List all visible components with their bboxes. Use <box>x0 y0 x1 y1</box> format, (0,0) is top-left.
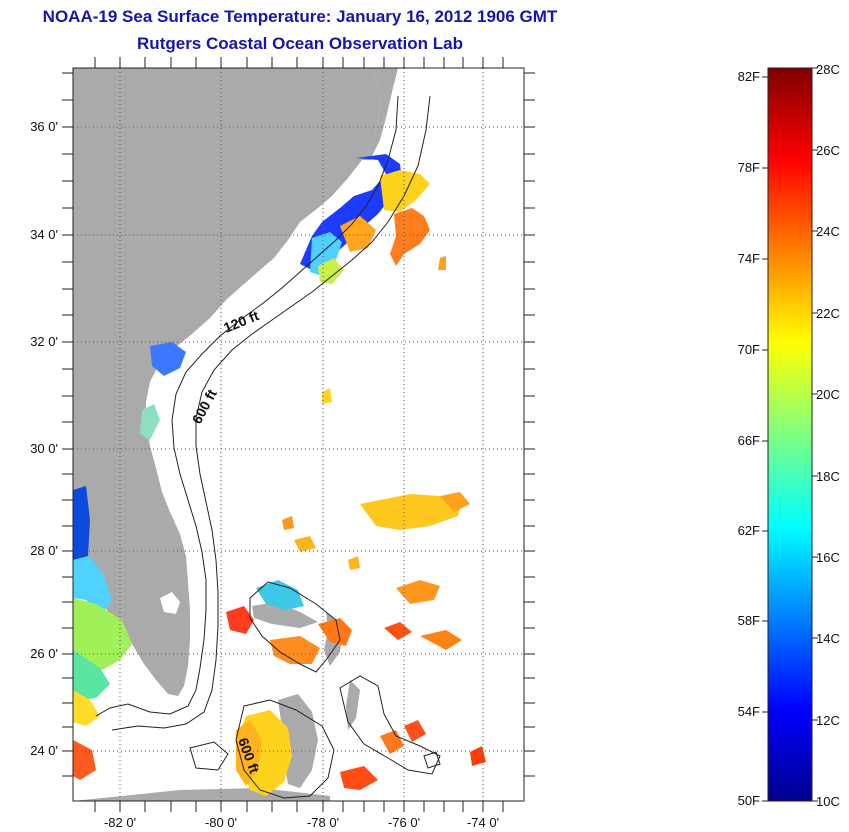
map-subtitle: Rutgers Coastal Ocean Observation Lab <box>137 34 463 53</box>
colorbar-f-label: 78F <box>738 160 760 175</box>
colorbar: 82F 78F 74F 70F 66F 62F 58F 54F 50F 28C … <box>738 62 840 809</box>
map-plot-area <box>73 68 524 801</box>
lon-label: -78 0' <box>307 815 339 830</box>
axis-ticks <box>62 57 535 812</box>
colorbar-f-label: 74F <box>738 251 760 266</box>
colorbar-f-label: 82F <box>738 69 760 84</box>
land-outer-banks <box>362 68 398 160</box>
lon-label: -74 0' <box>467 815 499 830</box>
colorbar-f-label: 70F <box>738 342 760 357</box>
bathymetry-contours <box>95 95 441 799</box>
colorbar-c-label: 20C <box>816 387 840 402</box>
land-lake-okeechobee <box>160 592 180 614</box>
colorbar-f-label: 50F <box>738 793 760 808</box>
lat-label: 36 0' <box>30 119 58 134</box>
colorbar-c-label: 18C <box>816 469 840 484</box>
lon-label: -76 0' <box>388 815 420 830</box>
lat-label: 24 0' <box>30 743 58 758</box>
lon-label: -82 0' <box>104 815 136 830</box>
land-eleuthera <box>346 680 360 730</box>
colorbar-f-label: 58F <box>738 613 760 628</box>
map-title: NOAA-19 Sea Surface Temperature: January… <box>42 7 558 26</box>
colorbar-f-label: 62F <box>738 523 760 538</box>
lat-label: 26 0' <box>30 646 58 661</box>
colorbar-c-label: 26C <box>816 143 840 158</box>
colorbar-c-label: 14C <box>816 631 840 646</box>
latitude-labels: 36 0' 34 0' 32 0' 30 0' 28 0' 26 0' 24 0… <box>30 119 58 758</box>
lon-label: -80 0' <box>205 815 237 830</box>
colorbar-c-label: 24C <box>816 224 840 239</box>
colorbar-f-label: 54F <box>738 704 760 719</box>
colorbar-c-label: 22C <box>816 306 840 321</box>
colorbar-c-label: 10C <box>816 794 840 809</box>
land-us-mainland <box>73 68 380 696</box>
sst-data-patches <box>73 154 486 796</box>
colorbar-c-label: 28C <box>816 62 840 77</box>
lat-label: 34 0' <box>30 227 58 242</box>
lat-label: 30 0' <box>30 441 58 456</box>
longitude-labels: -82 0' -80 0' -78 0' -76 0' -74 0' <box>104 815 499 830</box>
lat-label: 32 0' <box>30 334 58 349</box>
lat-label: 28 0' <box>30 543 58 558</box>
colorbar-c-label: 12C <box>816 713 840 728</box>
map-border <box>72 67 525 802</box>
colorbar-f-label: 66F <box>738 433 760 448</box>
colorbar-gradient <box>767 67 813 802</box>
colorbar-c-label: 16C <box>816 550 840 565</box>
land-grand-bahama <box>252 602 318 628</box>
